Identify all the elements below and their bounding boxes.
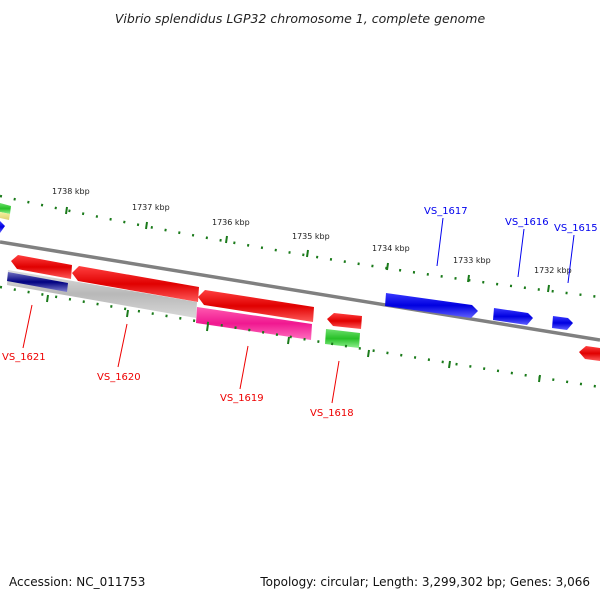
- leader-lines-reverse: [22, 304, 340, 404]
- feature-bar-green: [325, 329, 360, 348]
- gene-arrow-vs1615[interactable]: [552, 316, 573, 330]
- feature-bars: [7, 270, 360, 348]
- scale-label: 1735 kbp: [292, 232, 330, 241]
- gene-arrow-vs1620[interactable]: [72, 266, 199, 302]
- gene-label-vs1615[interactable]: VS_1615: [554, 223, 598, 234]
- gene-labels-reverse: VS_1621 VS_1620 VS_1619 VS_1618: [2, 352, 354, 419]
- partial-features-left: [0, 203, 11, 233]
- accession-text: Accession: NC_011753: [9, 575, 145, 589]
- gene-label-vs1619[interactable]: VS_1619: [220, 393, 264, 404]
- leader-lines-forward: [436, 217, 575, 284]
- genome-summary-text: Topology: circular; Length: 3,299,302 bp…: [259, 575, 590, 589]
- scale-label: 1738 kbp: [52, 187, 90, 196]
- gene-labels-forward: VS_1617 VS_1616 VS_1615: [424, 206, 598, 234]
- gene-label-vs1618[interactable]: VS_1618: [310, 408, 354, 419]
- major-ticks-lower: [46, 294, 541, 383]
- gene-label-vs1617[interactable]: VS_1617: [424, 206, 468, 217]
- scale-ruler-lower: [0, 285, 600, 389]
- feature-bar-navy: [7, 272, 68, 292]
- major-ticks-upper: [65, 206, 550, 293]
- scale-label: 1732 kbp: [534, 266, 572, 275]
- gene-arrow-vs1619[interactable]: [198, 290, 314, 322]
- gene-label-vs1616[interactable]: VS_1616: [505, 217, 549, 228]
- gene-arrow-vs1617[interactable]: [385, 293, 478, 318]
- gene-label-vs1620[interactable]: VS_1620: [97, 372, 141, 383]
- gene-arrow-vs1618[interactable]: [327, 313, 362, 329]
- gene-label-vs1621[interactable]: VS_1621: [2, 352, 46, 363]
- scale-ruler-upper: [0, 194, 600, 299]
- map-title: Vibrio splendidus LGP32 chromosome 1, co…: [115, 11, 486, 26]
- scale-labels: 1738 kbp 1737 kbp 1736 kbp 1735 kbp 1734…: [52, 187, 572, 275]
- scale-label: 1734 kbp: [372, 244, 410, 253]
- forward-strand-genes: [385, 293, 573, 330]
- gene-arrow-vs1621[interactable]: [11, 255, 72, 279]
- scale-label: 1736 kbp: [212, 218, 250, 227]
- feature-bar-pink: [196, 307, 312, 340]
- chromosome-backbone: [0, 240, 600, 342]
- scale-label: 1737 kbp: [132, 203, 170, 212]
- gene-arrow-partial-right: [579, 346, 600, 361]
- reverse-strand-genes: [11, 255, 600, 361]
- scale-label: 1733 kbp: [453, 256, 491, 265]
- gene-arrow-vs1616[interactable]: [493, 308, 533, 325]
